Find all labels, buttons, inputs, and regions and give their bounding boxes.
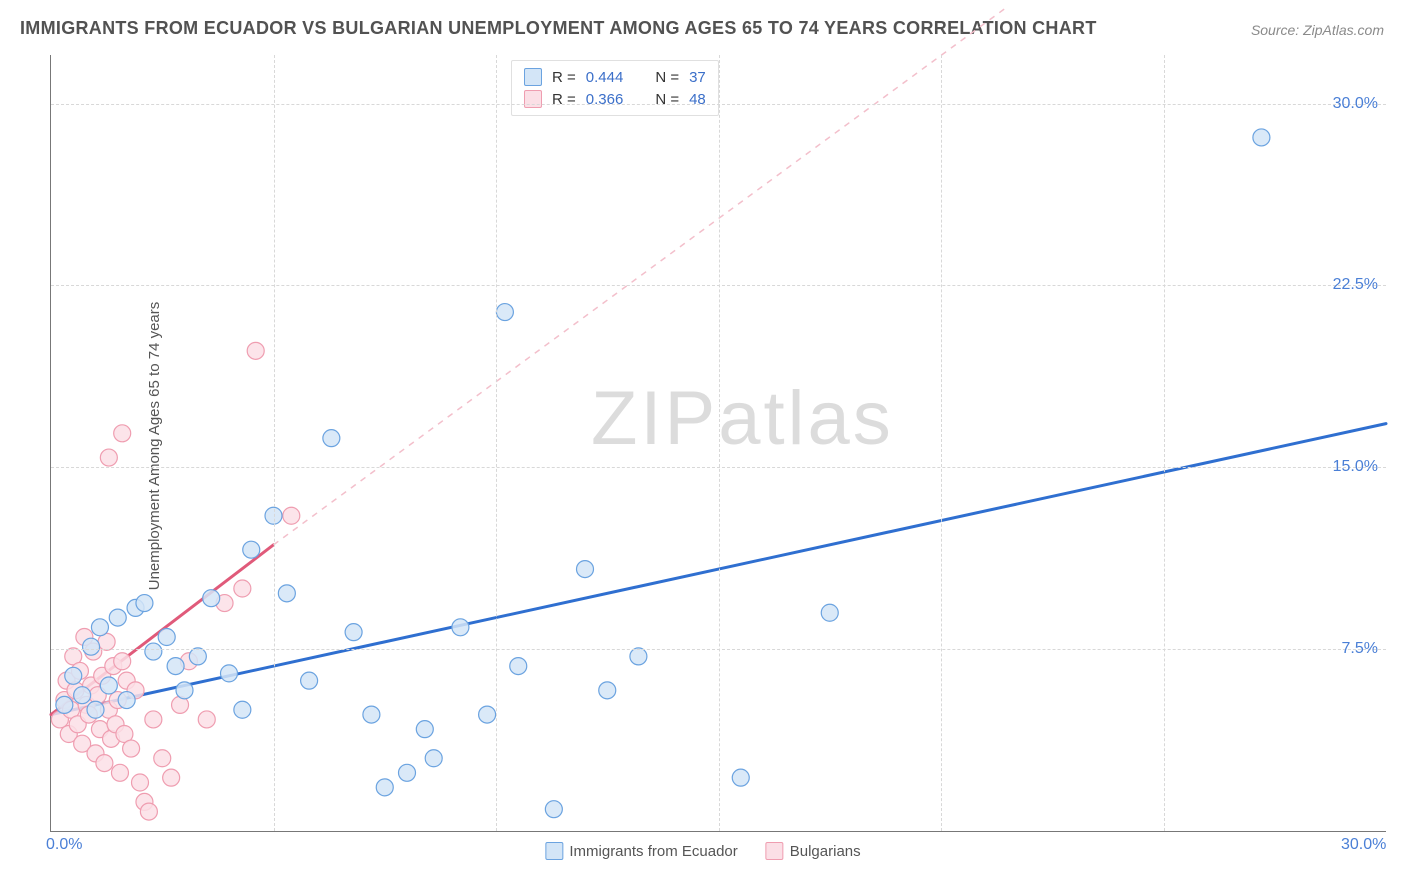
scatter-point xyxy=(510,658,527,675)
grid-line-vertical xyxy=(274,55,275,831)
scatter-point xyxy=(630,648,647,665)
scatter-point xyxy=(145,643,162,660)
scatter-point xyxy=(74,687,91,704)
scatter-point xyxy=(109,609,126,626)
scatter-point xyxy=(732,769,749,786)
y-axis-tick: 22.5% xyxy=(1333,276,1378,294)
legend-swatch xyxy=(545,842,563,860)
scatter-point xyxy=(114,653,131,670)
legend-r-value: 0.444 xyxy=(586,69,624,86)
scatter-point xyxy=(425,750,442,767)
x-axis-tick-max: 30.0% xyxy=(1341,836,1386,854)
legend-n-value: 37 xyxy=(689,69,706,86)
scatter-point xyxy=(496,304,513,321)
y-axis-tick: 7.5% xyxy=(1342,640,1378,658)
scatter-point xyxy=(189,648,206,665)
scatter-point xyxy=(283,507,300,524)
scatter-point xyxy=(243,541,260,558)
grid-line-vertical xyxy=(719,55,720,831)
scatter-point xyxy=(163,769,180,786)
scatter-point xyxy=(158,629,175,646)
grid-line-vertical xyxy=(941,55,942,831)
scatter-point xyxy=(198,711,215,728)
legend-n-value: 48 xyxy=(689,91,706,108)
plot-area: ZIPatlas R =0.444N =37R =0.366N =48 7.5%… xyxy=(50,55,1386,832)
series-legend-item: Bulgarians xyxy=(766,842,861,860)
legend-swatch xyxy=(524,90,542,108)
scatter-point xyxy=(91,619,108,636)
scatter-point xyxy=(221,665,238,682)
scatter-point xyxy=(247,342,264,359)
series-legend-label: Bulgarians xyxy=(790,843,861,860)
scatter-point xyxy=(140,803,157,820)
series-legend: Immigrants from Ecuador Bulgarians xyxy=(545,842,860,860)
scatter-point xyxy=(345,624,362,641)
scatter-point xyxy=(416,721,433,738)
x-axis-tick-min: 0.0% xyxy=(46,836,82,854)
scatter-point xyxy=(176,682,193,699)
scatter-point xyxy=(234,701,251,718)
scatter-point xyxy=(363,706,380,723)
legend-r-label: R = xyxy=(552,91,576,108)
scatter-point xyxy=(301,672,318,689)
scatter-point xyxy=(452,619,469,636)
legend-n-label: N = xyxy=(655,91,679,108)
scatter-point xyxy=(479,706,496,723)
scatter-point xyxy=(145,711,162,728)
scatter-point xyxy=(599,682,616,699)
scatter-point xyxy=(167,658,184,675)
legend-swatch xyxy=(524,68,542,86)
correlation-legend: R = 0.444 N = 37 R = 0.366 N = 48 xyxy=(511,60,719,116)
series-legend-item: Immigrants from Ecuador xyxy=(545,842,737,860)
scatter-point xyxy=(118,692,135,709)
scatter-point xyxy=(96,755,113,772)
scatter-point xyxy=(376,779,393,796)
scatter-point xyxy=(278,585,295,602)
legend-n-label: N = xyxy=(655,69,679,86)
scatter-point xyxy=(399,764,416,781)
scatter-point xyxy=(577,561,594,578)
legend-swatch xyxy=(766,842,784,860)
series-legend-label: Immigrants from Ecuador xyxy=(569,843,737,860)
grid-line-vertical xyxy=(1164,55,1165,831)
scatter-point xyxy=(545,801,562,818)
scatter-point xyxy=(111,764,128,781)
correlation-legend-row: R = 0.444 N = 37 xyxy=(524,66,706,88)
correlation-legend-row: R = 0.366 N = 48 xyxy=(524,88,706,110)
scatter-point xyxy=(114,425,131,442)
scatter-point xyxy=(132,774,149,791)
grid-line-vertical xyxy=(496,55,497,831)
scatter-point xyxy=(123,740,140,757)
scatter-point xyxy=(234,580,251,597)
scatter-point xyxy=(100,677,117,694)
scatter-point xyxy=(87,701,104,718)
chart-title: IMMIGRANTS FROM ECUADOR VS BULGARIAN UNE… xyxy=(20,18,1097,39)
scatter-point xyxy=(136,595,153,612)
legend-r-label: R = xyxy=(552,69,576,86)
y-axis-tick: 30.0% xyxy=(1333,95,1378,113)
scatter-point xyxy=(821,604,838,621)
scatter-point xyxy=(323,430,340,447)
scatter-point xyxy=(1253,129,1270,146)
y-axis-tick: 15.0% xyxy=(1333,458,1378,476)
scatter-point xyxy=(56,696,73,713)
scatter-point xyxy=(65,667,82,684)
scatter-point xyxy=(203,590,220,607)
scatter-point xyxy=(100,449,117,466)
legend-r-value: 0.366 xyxy=(586,91,624,108)
chart-source: Source: ZipAtlas.com xyxy=(1251,22,1384,38)
scatter-point xyxy=(83,638,100,655)
scatter-point xyxy=(154,750,171,767)
